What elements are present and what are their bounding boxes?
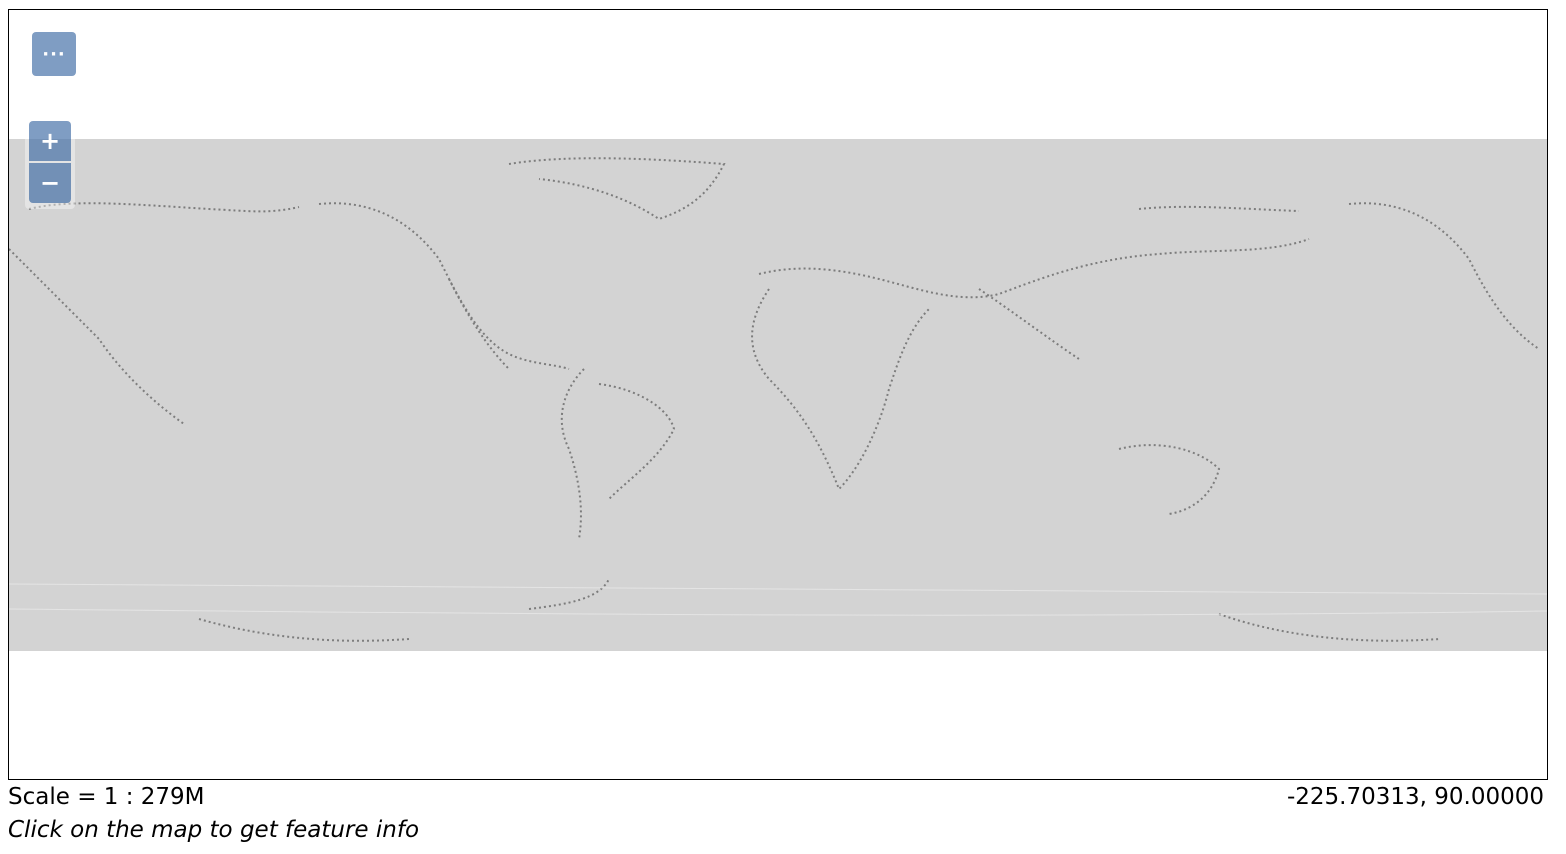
- zoom-control: + −: [25, 117, 75, 209]
- zoom-out-button[interactable]: −: [29, 163, 71, 203]
- map-viewport[interactable]: ··· + −: [8, 9, 1548, 780]
- plus-icon: +: [39, 127, 61, 155]
- zoom-in-button[interactable]: +: [29, 121, 71, 161]
- mouse-position-readout: -225.70313, 90.00000: [1286, 784, 1544, 810]
- feature-info-hint: Click on the map to get feature info: [8, 817, 420, 843]
- minus-icon: −: [39, 169, 61, 197]
- ellipsis-icon: ···: [42, 43, 66, 65]
- world-map-raster[interactable]: [9, 139, 1547, 651]
- scale-readout: Scale = 1 : 279M: [8, 784, 205, 810]
- layer-switcher-button[interactable]: ···: [32, 32, 76, 76]
